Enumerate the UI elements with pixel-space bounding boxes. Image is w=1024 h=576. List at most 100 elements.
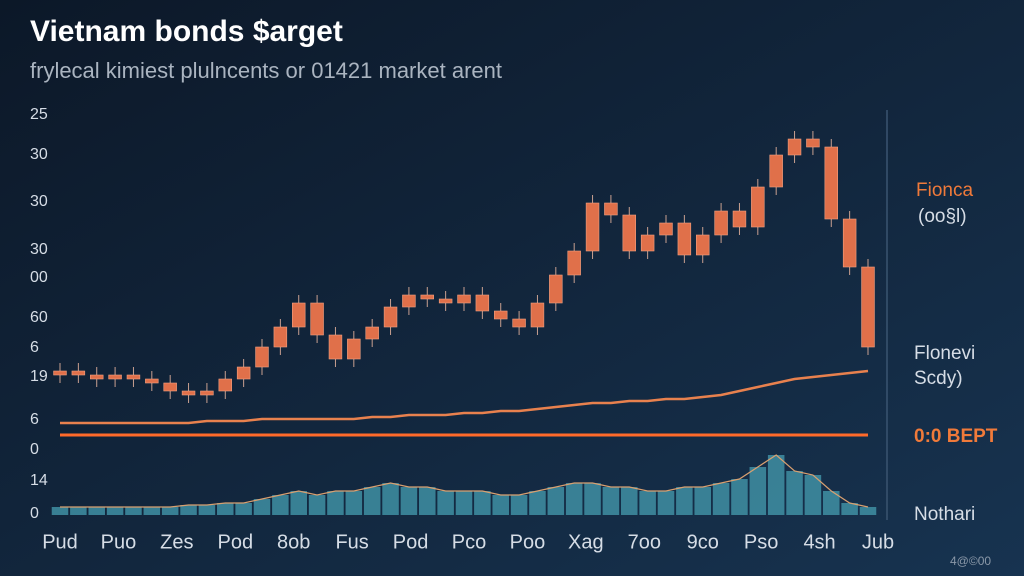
volume-bar [547, 487, 565, 515]
candle-body [530, 302, 545, 328]
x-tick-label: Pud [42, 531, 78, 553]
y-axis-label: 30 [30, 146, 48, 163]
candle-body [714, 210, 728, 236]
candle-body [53, 370, 67, 376]
volume-bar [290, 491, 307, 515]
volume-bar [51, 507, 69, 515]
x-tick-label: Pod [393, 531, 429, 553]
volume-bar [602, 487, 620, 515]
y-axis-label: 60 [30, 309, 48, 326]
candle-body [181, 390, 196, 396]
x-tick-label: Pco [452, 531, 486, 553]
volume-bar [400, 487, 418, 515]
volume-bar [804, 475, 822, 515]
volume-bar [235, 503, 252, 515]
annotation: Fionca [916, 180, 973, 201]
volume-bar [198, 505, 216, 515]
y-axis-label: 30 [30, 241, 48, 258]
volume-bar [308, 495, 326, 515]
x-tick-label: Pso [744, 531, 778, 553]
candle-body [622, 214, 637, 252]
volume-bar [731, 479, 748, 515]
candle-body [640, 234, 655, 252]
candle-body [200, 390, 214, 396]
volume-bar [712, 483, 730, 515]
volume-bar [584, 483, 601, 515]
candle-body [218, 378, 233, 392]
volume-bar [217, 503, 234, 515]
volume-bar [694, 487, 711, 515]
volume-bar [639, 491, 656, 515]
volume-bar [363, 487, 381, 515]
annotation: Nothari [914, 504, 975, 525]
volume-bar [474, 491, 491, 515]
volume-bar [510, 495, 528, 515]
volume-bar [88, 507, 105, 515]
y-axis-label: 6 [30, 411, 39, 428]
candle-body [438, 298, 453, 304]
volume-bar [749, 467, 767, 515]
candle-body [604, 202, 618, 216]
candle-body [585, 202, 600, 252]
volume-bar [143, 507, 161, 515]
annotation: 0:0 BEPT [914, 426, 998, 447]
trend-line [60, 369, 869, 425]
annotation: Flonevi [914, 343, 975, 364]
candle-body [842, 218, 857, 268]
candle-body [512, 318, 526, 328]
volume-bar [676, 487, 693, 515]
volume-bar [70, 507, 87, 515]
candle-body [402, 294, 416, 308]
y-axis-label: 14 [30, 472, 48, 489]
y-axis-label: 0 [30, 505, 39, 522]
candle-body [457, 294, 471, 304]
y-axis-label: 30 [30, 193, 48, 210]
candle-body [328, 334, 343, 360]
x-tick-label: 9co [687, 531, 719, 553]
candle-body [145, 378, 159, 384]
candle-body [365, 326, 379, 340]
candle-body [310, 302, 324, 336]
volume-bar [272, 495, 289, 515]
candle-body [806, 138, 820, 148]
volume-bar [767, 455, 785, 515]
volume-bar [786, 471, 803, 515]
x-tick-label: Poo [510, 531, 546, 553]
volume-bar [455, 491, 473, 515]
volume-bar [161, 507, 179, 515]
volume-bar [529, 491, 546, 515]
candle-body [71, 370, 86, 376]
candle-body [475, 294, 490, 312]
x-tick-label: 4sh [803, 531, 835, 553]
candle-body [236, 366, 251, 380]
volume-bar [621, 487, 638, 515]
volume-bar [657, 491, 675, 515]
volume-bar [125, 507, 142, 515]
volume-bar [327, 491, 344, 515]
candle-body [824, 146, 839, 220]
candle-body [751, 186, 765, 228]
chart-title: Vietnam bonds $arget [30, 15, 343, 48]
x-tick-label: Pod [217, 531, 253, 553]
volume-bar [437, 491, 454, 515]
x-tick-label: Puo [101, 531, 137, 553]
y-axis-label: 00 [30, 269, 48, 286]
y-axis-label: 25 [30, 106, 48, 123]
volume-bar [859, 507, 877, 515]
candle-body [383, 306, 398, 328]
y-axis-label: 6 [30, 339, 39, 356]
volume-bar [565, 483, 583, 515]
candle-body [163, 382, 177, 392]
y-axis-label: 0 [30, 441, 39, 458]
x-tick-label: 7oo [628, 531, 661, 553]
volume-bar [823, 491, 840, 515]
volume-bar [492, 495, 509, 515]
annotation: 4@©00 [950, 554, 991, 568]
x-tick-label: Zes [160, 531, 193, 553]
candle-body [695, 234, 710, 256]
candle-body [420, 294, 435, 300]
volume-bar [180, 505, 197, 515]
x-tick-label: Fus [335, 531, 368, 553]
